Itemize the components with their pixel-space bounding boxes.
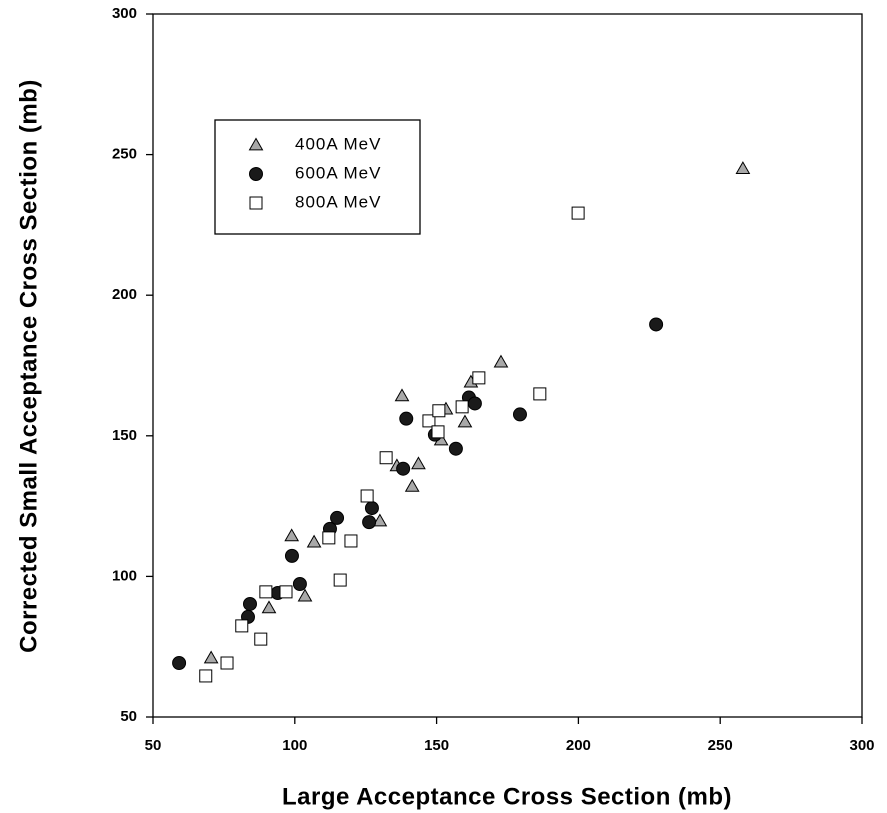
point bbox=[333, 573, 347, 587]
point bbox=[396, 461, 411, 476]
y-tick-label: 50 bbox=[120, 708, 137, 725]
legend-marker bbox=[249, 167, 263, 181]
point bbox=[457, 414, 473, 428]
point bbox=[220, 656, 234, 670]
point bbox=[360, 489, 374, 503]
legend-box bbox=[214, 119, 421, 235]
x-tick-label: 250 bbox=[708, 737, 733, 754]
point bbox=[364, 501, 379, 516]
legend-label: 800A MeV bbox=[295, 192, 381, 211]
y-tick-label: 100 bbox=[112, 567, 137, 584]
y-tick-label: 250 bbox=[112, 146, 137, 163]
x-tick-label: 100 bbox=[282, 737, 307, 754]
y-axis-title: Corrected Small Acceptance Cross Section… bbox=[15, 79, 42, 653]
y-tick-label: 150 bbox=[112, 427, 137, 444]
point bbox=[322, 531, 336, 545]
legend-marker bbox=[249, 196, 263, 210]
point bbox=[362, 515, 377, 530]
point bbox=[448, 441, 463, 456]
y-tick-label: 300 bbox=[112, 5, 137, 22]
point bbox=[735, 161, 751, 175]
point bbox=[533, 387, 547, 401]
x-tick-label: 50 bbox=[145, 737, 162, 754]
point bbox=[422, 414, 436, 428]
legend-label: 600A MeV bbox=[295, 163, 381, 182]
x-tick-label: 200 bbox=[566, 737, 591, 754]
point bbox=[404, 478, 420, 492]
x-tick-label: 150 bbox=[424, 737, 449, 754]
point bbox=[472, 371, 486, 385]
legend-label: 400A MeV bbox=[295, 134, 381, 153]
point bbox=[284, 548, 299, 563]
point bbox=[292, 576, 307, 591]
point bbox=[261, 600, 277, 614]
point bbox=[649, 317, 664, 332]
point bbox=[259, 585, 273, 599]
legend-marker bbox=[248, 137, 264, 151]
point bbox=[455, 400, 469, 414]
plot-frame bbox=[152, 13, 863, 718]
point bbox=[467, 396, 482, 411]
point bbox=[411, 456, 426, 470]
point bbox=[172, 656, 187, 671]
point bbox=[394, 388, 410, 402]
point bbox=[297, 588, 313, 602]
point bbox=[254, 632, 268, 646]
point bbox=[512, 407, 527, 422]
point bbox=[199, 669, 213, 683]
point bbox=[431, 425, 445, 439]
point bbox=[372, 513, 388, 527]
point bbox=[379, 451, 393, 465]
point bbox=[306, 534, 322, 548]
point bbox=[235, 619, 249, 633]
point bbox=[203, 650, 219, 664]
point bbox=[493, 354, 509, 368]
x-tick-label: 300 bbox=[849, 737, 874, 754]
point bbox=[571, 206, 585, 220]
point bbox=[399, 411, 414, 426]
point bbox=[330, 510, 345, 525]
point bbox=[279, 585, 293, 599]
point bbox=[344, 534, 358, 548]
point bbox=[242, 596, 257, 611]
point bbox=[432, 404, 446, 418]
point bbox=[284, 528, 300, 542]
y-tick-label: 200 bbox=[112, 286, 137, 303]
x-axis-title: Large Acceptance Cross Section (mb) bbox=[282, 783, 732, 810]
